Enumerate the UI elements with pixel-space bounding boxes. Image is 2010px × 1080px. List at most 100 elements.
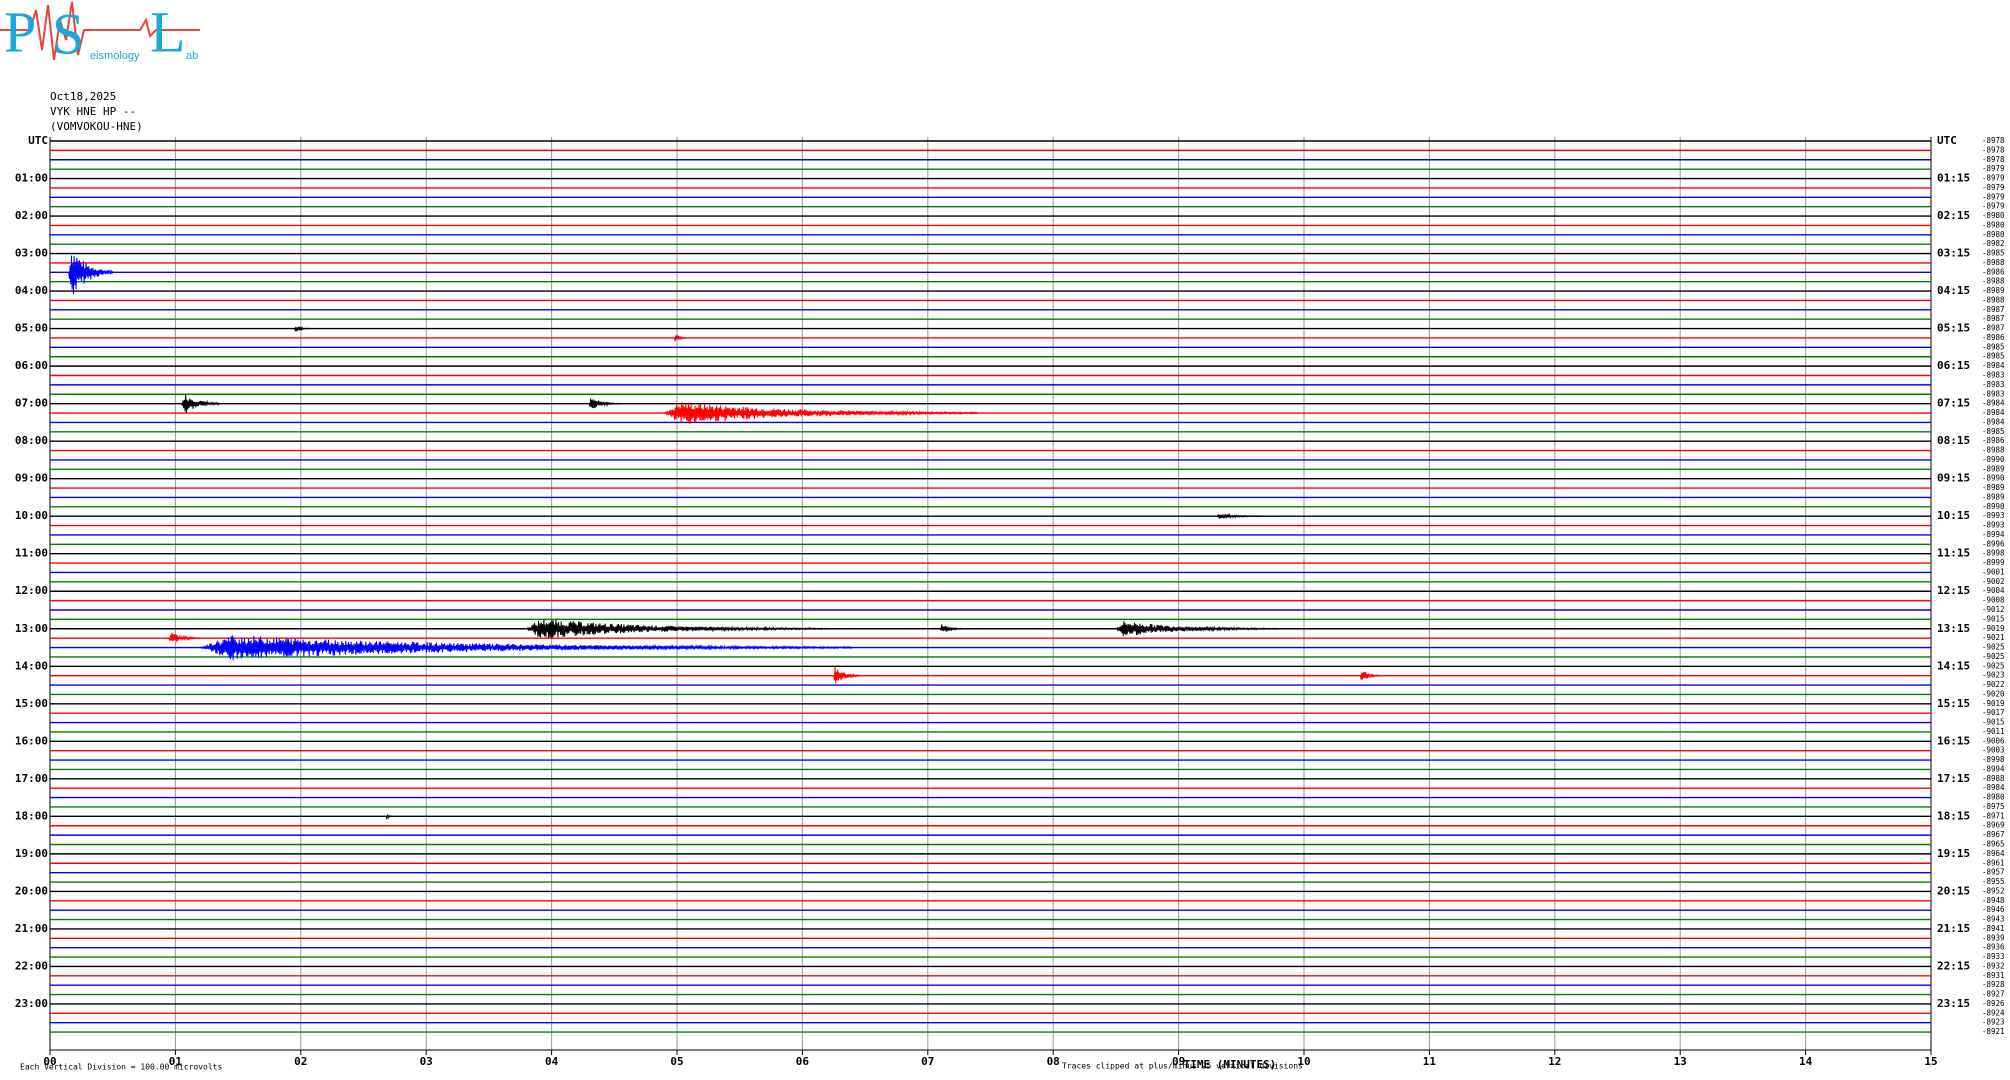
- x-tick-label: 14: [1799, 1055, 1813, 1068]
- offset-label: -9015: [1982, 718, 2005, 727]
- offset-label: -9019: [1982, 699, 2005, 708]
- left-time-label: 23:00: [15, 997, 48, 1010]
- offset-label: -8948: [1982, 896, 2005, 905]
- offset-label: -8978: [1982, 145, 2005, 154]
- offset-label: -8967: [1982, 830, 2005, 839]
- right-time-label: 02:15: [1937, 209, 1970, 222]
- left-time-label: 08:00: [15, 434, 48, 447]
- offset-label: -9012: [1982, 605, 2005, 614]
- event-burst: [68, 255, 114, 295]
- right-time-label: 10:15: [1937, 509, 1970, 522]
- offset-label: -9025: [1982, 643, 2005, 652]
- event-burst: [294, 325, 310, 333]
- event-burst: [674, 334, 688, 342]
- x-tick-label: 08: [1047, 1055, 1060, 1068]
- offset-label: -8985: [1982, 427, 2005, 436]
- offset-label: -8983: [1982, 380, 2005, 389]
- offset-label: -8975: [1982, 802, 2005, 811]
- event-burst: [200, 635, 853, 661]
- offset-label: -8957: [1982, 868, 2005, 877]
- offset-label: -8933: [1982, 952, 2005, 961]
- offset-label: -8988: [1982, 277, 2005, 286]
- offset-label: -8927: [1982, 990, 2005, 999]
- left-time-label: 16:00: [15, 734, 48, 747]
- offset-label: -8969: [1982, 821, 2005, 830]
- offset-label: -8983: [1982, 371, 2005, 380]
- x-axis-title: TIME (MINUTES): [1184, 1058, 1277, 1071]
- offset-label: -8987: [1982, 305, 2005, 314]
- right-time-label: 22:15: [1937, 959, 1970, 972]
- offset-label: -8986: [1982, 333, 2005, 342]
- left-time-label: 13:00: [15, 622, 48, 635]
- offset-label: -8994: [1982, 530, 2005, 539]
- left-time-label: 14:00: [15, 659, 48, 672]
- x-tick-label: 01: [169, 1055, 183, 1068]
- offset-label: -9022: [1982, 680, 2005, 689]
- offset-label: -9008: [1982, 596, 2005, 605]
- offset-label: -8984: [1982, 399, 2005, 408]
- logo-letter: S: [52, 1, 84, 66]
- offset-label: -9004: [1982, 586, 2005, 595]
- right-time-label: 12:15: [1937, 584, 1970, 597]
- offset-label: -8964: [1982, 849, 2005, 858]
- offset-label: -8979: [1982, 192, 2005, 201]
- event-burst: [588, 398, 621, 409]
- left-time-label: 02:00: [15, 209, 48, 222]
- offset-label: -8987: [1982, 324, 2005, 333]
- left-time-label: 01:00: [15, 172, 48, 185]
- offset-label: -9006: [1982, 736, 2005, 745]
- offset-label: -8985: [1982, 249, 2005, 258]
- right-time-label: 03:15: [1937, 247, 1970, 260]
- event-burst: [664, 402, 979, 424]
- right-time-label: 18:15: [1937, 809, 1970, 822]
- x-tick-label: 10: [1297, 1055, 1310, 1068]
- offset-label: -8941: [1982, 924, 2005, 933]
- left-time-label: 09:00: [15, 472, 48, 485]
- right-time-label: 07:15: [1937, 397, 1970, 410]
- x-tick-label: 11: [1423, 1055, 1437, 1068]
- offset-label: -8994: [1982, 764, 2005, 773]
- left-time-label: 11:00: [15, 547, 48, 560]
- offset-label: -8946: [1982, 905, 2005, 914]
- right-time-label: 14:15: [1937, 659, 1970, 672]
- offset-label: -8993: [1982, 511, 2005, 520]
- left-time-label: 04:00: [15, 284, 48, 297]
- offset-label: -9017: [1982, 708, 2005, 717]
- right-time-label: 21:15: [1937, 922, 1970, 935]
- offset-label: -9003: [1982, 746, 2005, 755]
- x-tick-label: 00: [43, 1055, 56, 1068]
- x-tick-label: 07: [921, 1055, 934, 1068]
- logo-small: ab: [186, 50, 198, 62]
- x-tick-label: 06: [796, 1055, 810, 1068]
- offset-label: -8989: [1982, 492, 2005, 501]
- offset-label: -8988: [1982, 774, 2005, 783]
- right-time-label: 16:15: [1937, 734, 1970, 747]
- right-time-label: 04:15: [1937, 284, 1970, 297]
- left-time-label: 20:00: [15, 884, 48, 897]
- x-tick-label: 05: [670, 1055, 683, 1068]
- offset-label: -8939: [1982, 933, 2005, 942]
- offset-label: -8990: [1982, 474, 2005, 483]
- right-time-label: 06:15: [1937, 359, 1970, 372]
- event-burst: [385, 813, 393, 821]
- right-time-label: UTC: [1937, 134, 1957, 147]
- x-tick-label: 13: [1674, 1055, 1687, 1068]
- left-time-label: 03:00: [15, 247, 48, 260]
- right-time-label: 17:15: [1937, 772, 1970, 785]
- offset-label: -8985: [1982, 352, 2005, 361]
- offset-label: -8924: [1982, 1008, 2005, 1017]
- offset-label: -8923: [1982, 1018, 2005, 1027]
- event-burst: [939, 624, 966, 633]
- event-burst: [833, 666, 860, 684]
- offset-label: -8988: [1982, 295, 2005, 304]
- offset-label: -8979: [1982, 164, 2005, 173]
- event-burst: [181, 393, 220, 413]
- right-time-label: 05:15: [1937, 322, 1970, 335]
- left-time-label: 19:00: [15, 847, 48, 860]
- offset-label: -8926: [1982, 999, 2005, 1008]
- left-time-label: 21:00: [15, 922, 48, 935]
- offset-label: -8936: [1982, 943, 2005, 952]
- offset-label: -8986: [1982, 267, 2005, 276]
- offset-label: -9021: [1982, 633, 2005, 642]
- left-time-label: 15:00: [15, 697, 48, 710]
